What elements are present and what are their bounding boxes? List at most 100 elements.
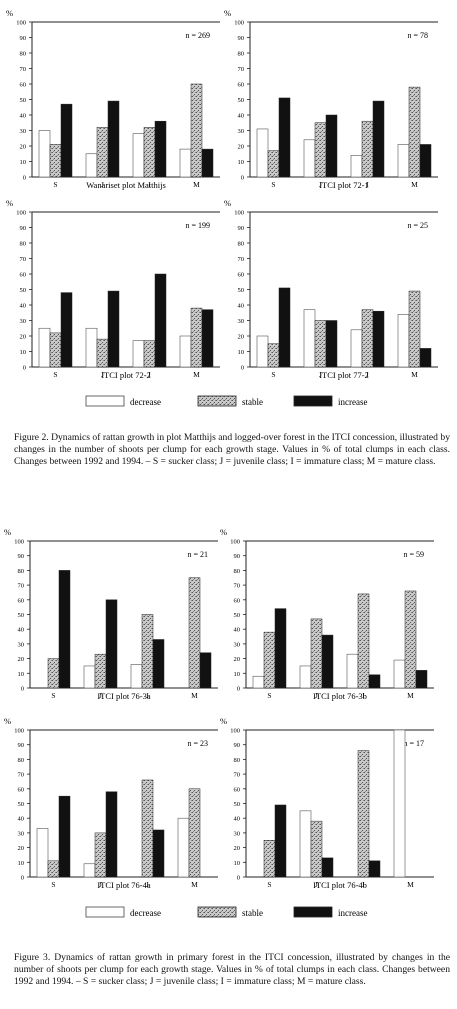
chart-panel-7: % 0 10 20 30 40 50 60 70 80 90 100 n = 23 S J I M ITCI pl… (4, 716, 218, 890)
bar-decrease-I (132, 133, 145, 178)
chart-panel-6: % 0 10 20 30 40 50 60 70 80 90 100 n = 59 S J I M ITCI pl… (220, 527, 434, 701)
bar-stable-S (263, 631, 276, 689)
legend-swatch-decrease (85, 395, 125, 407)
x-tick-label: M (411, 370, 418, 379)
bar-increase-I (372, 100, 385, 178)
bar-stable-I (361, 309, 374, 368)
x-tick-label: S (267, 880, 271, 889)
bar-decrease-J (85, 327, 98, 368)
y-axis-unit-label: % (4, 716, 11, 726)
sample-size-label: n = 59 (403, 550, 424, 559)
x-tick-label: J (101, 370, 104, 379)
y-tick-label: 20 (18, 845, 25, 852)
bar-increase-I (368, 674, 381, 689)
y-tick-label: 40 (18, 627, 25, 634)
bar-stable-S (263, 840, 276, 878)
x-tick-label: S (271, 180, 275, 189)
y-tick-label: 50 (234, 612, 241, 619)
x-tick-label: J (319, 370, 322, 379)
chart-panel-4: % 0 10 20 30 40 50 60 70 80 90 100 n = 25 S J I M ITCI pl… (224, 198, 438, 380)
x-tick-label: M (407, 691, 414, 700)
plot-title: ITCI plot 72-2 (101, 370, 151, 380)
y-tick-label: 50 (234, 801, 241, 808)
y-tick-label: 80 (234, 568, 241, 575)
plot-title: ITCI plot 76-4b (313, 880, 367, 890)
x-tick-label: I (146, 691, 149, 700)
bar-decrease-J (303, 309, 316, 368)
x-tick-label: J (99, 691, 102, 700)
bar-stable-J (96, 127, 109, 178)
y-tick-label: 80 (238, 51, 245, 58)
y-tick-label: 90 (20, 225, 27, 232)
plot-title: ITCI plot 72-1 (319, 180, 369, 190)
y-tick-label: 10 (234, 860, 241, 867)
x-tick-label: J (315, 880, 318, 889)
bar-increase-S (60, 103, 73, 178)
bar-decrease-S (256, 128, 269, 178)
y-tick-label: 60 (18, 597, 25, 604)
plot-title: ITCI plot 76-4a (97, 880, 151, 890)
y-tick-label: 60 (234, 786, 241, 793)
bar-decrease-M (393, 659, 406, 689)
x-tick-label: M (193, 180, 200, 189)
y-tick-label: 30 (234, 830, 241, 837)
y-tick-label: 10 (238, 159, 245, 166)
x-tick-label: I (362, 691, 365, 700)
chart-panel-5: % 0 10 20 30 40 50 60 70 80 90 100 n = 21 S J I M ITCI pl… (4, 527, 218, 701)
bar-increase-S (60, 292, 73, 368)
y-tick-label: 50 (238, 287, 245, 294)
sample-size-label: n = 269 (185, 31, 210, 40)
chart-panel-3: % 0 10 20 30 40 50 60 70 80 90 100 n = 199 S J I M ITCI p… (6, 198, 220, 380)
y-tick-label: 70 (20, 66, 27, 73)
y-tick-label: 90 (234, 742, 241, 749)
y-tick-label: 40 (20, 113, 27, 120)
bar-increase-M (199, 652, 212, 689)
bar-stable-S (47, 658, 60, 689)
sample-size-label: n = 78 (407, 31, 428, 40)
y-tick-label: 40 (20, 303, 27, 310)
bar-stable-I (357, 750, 370, 878)
bar-stable-M (408, 86, 421, 178)
y-tick-label: 10 (234, 671, 241, 678)
bar-stable-M (188, 577, 201, 689)
y-tick-label: 0 (23, 175, 26, 182)
y-axis-unit-label: % (6, 8, 13, 18)
y-tick-label: 10 (20, 159, 27, 166)
bar-increase-I (152, 639, 165, 689)
bar-increase-J (105, 791, 118, 878)
x-tick-label: I (362, 880, 365, 889)
bar-decrease-S (252, 675, 265, 689)
bar-increase-J (321, 634, 334, 689)
legend-label-decrease: decrease (130, 908, 161, 918)
plot-title: Wanariset plot Matthijs (86, 180, 166, 190)
y-tick-label: 100 (16, 210, 26, 217)
y-tick-label: 0 (21, 875, 24, 882)
y-tick-label: 20 (18, 656, 25, 663)
y-tick-label: 0 (241, 365, 244, 372)
y-tick-label: 90 (238, 35, 245, 42)
legend-1: decrease stable increase (85, 395, 367, 407)
bar-decrease-S (38, 130, 51, 178)
bar-increase-M (415, 670, 428, 689)
y-tick-label: 70 (234, 772, 241, 779)
legend-swatch-stable (197, 906, 237, 918)
x-tick-label: S (51, 691, 55, 700)
bar-increase-S (278, 97, 291, 178)
legend-label-decrease: decrease (130, 397, 161, 407)
y-tick-label: 100 (230, 728, 240, 735)
bar-stable-S (49, 144, 62, 178)
y-tick-label: 10 (18, 860, 25, 867)
y-tick-label: 70 (20, 256, 27, 263)
bar-stable-I (141, 614, 154, 689)
y-tick-label: 0 (23, 365, 26, 372)
bar-decrease-M (177, 817, 190, 878)
y-tick-label: 30 (238, 128, 245, 135)
x-tick-label: J (319, 180, 322, 189)
bar-decrease-M (397, 144, 410, 178)
y-tick-label: 50 (20, 97, 27, 104)
y-tick-label: 80 (20, 241, 27, 248)
y-tick-label: 80 (18, 568, 25, 575)
y-tick-label: 50 (20, 287, 27, 294)
y-tick-label: 30 (238, 318, 245, 325)
